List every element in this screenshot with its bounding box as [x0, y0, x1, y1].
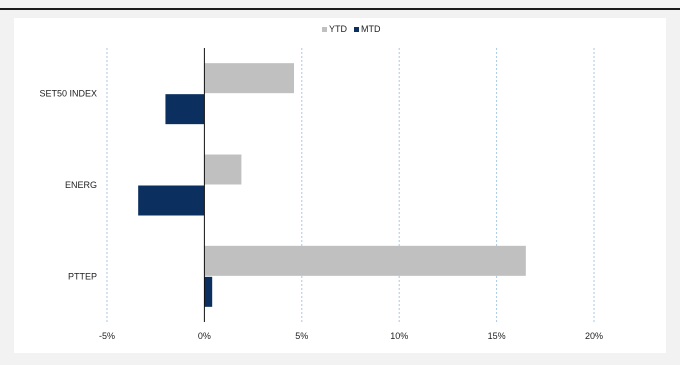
legend: YTD MTD	[322, 24, 381, 34]
grid-lines	[106, 48, 595, 322]
bar-energ-mtd	[138, 185, 205, 216]
bar-pttep-mtd	[204, 276, 213, 307]
category-label-energ: ENERG	[65, 180, 97, 190]
tick-label-15: 15%	[488, 331, 506, 341]
bar-pttep-ytd	[204, 245, 526, 276]
bar-set50-index-ytd	[204, 63, 295, 94]
legend-swatch-mtd	[354, 27, 359, 32]
category-label-set50-index: SET50 INDEX	[39, 89, 97, 99]
legend-swatch-ytd	[322, 27, 327, 32]
tick-label-5: -5%	[99, 331, 115, 341]
top-rule	[0, 8, 680, 10]
tick-label-0: 0%	[198, 331, 211, 341]
legend-label-ytd: YTD	[329, 24, 348, 34]
bars	[138, 63, 526, 307]
labels: -5% 0% 5% 10% 15% 20% SET50 INDEX ENERG PTTEP	[39, 89, 603, 341]
category-label-pttep: PTTEP	[68, 271, 97, 281]
chart-panel	[14, 18, 666, 353]
tick-label-5: 5%	[295, 331, 308, 341]
legend-label-mtd: MTD	[361, 24, 381, 34]
tick-label-10: 10%	[390, 331, 408, 341]
bar-energ-ytd	[204, 154, 242, 185]
tick-label-20: 20%	[585, 331, 603, 341]
bar-set50-index-mtd	[165, 94, 205, 125]
